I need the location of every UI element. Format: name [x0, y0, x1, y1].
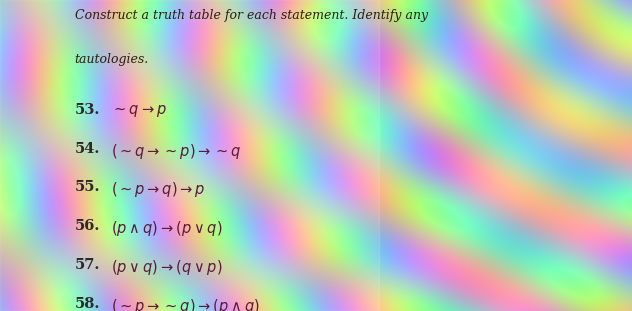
Text: 55.: 55. — [75, 180, 100, 194]
Text: 58.: 58. — [75, 297, 100, 311]
Text: 57.: 57. — [75, 258, 100, 272]
Text: tautologies.: tautologies. — [75, 53, 149, 66]
Text: $\sim q \rightarrow p$: $\sim q \rightarrow p$ — [111, 103, 166, 118]
Text: $(\sim p \rightarrow q) \rightarrow p$: $(\sim p \rightarrow q) \rightarrow p$ — [111, 180, 205, 199]
Bar — [0, 0, 379, 311]
Text: $(p \vee q) \rightarrow (q \vee p)$: $(p \vee q) \rightarrow (q \vee p)$ — [111, 258, 222, 277]
Text: 53.: 53. — [75, 103, 100, 117]
Text: 54.: 54. — [75, 142, 100, 156]
Text: $(\sim q \rightarrow {\sim} p) \rightarrow {\sim} q$: $(\sim q \rightarrow {\sim} p) \rightarr… — [111, 142, 241, 160]
Text: 56.: 56. — [75, 219, 100, 233]
Text: Construct a truth table for each statement. Identify any: Construct a truth table for each stateme… — [75, 9, 428, 22]
Text: $(p \wedge q) \rightarrow (p \vee q)$: $(p \wedge q) \rightarrow (p \vee q)$ — [111, 219, 222, 238]
Text: $(\sim p \rightarrow {\sim} q) \rightarrow (p \wedge q)$: $(\sim p \rightarrow {\sim} q) \rightarr… — [111, 297, 260, 311]
